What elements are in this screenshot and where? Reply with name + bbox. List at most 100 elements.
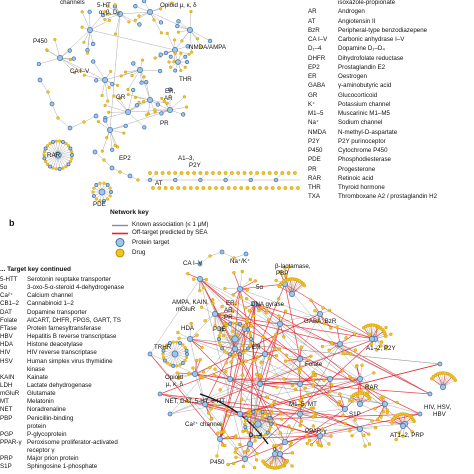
- drug-node: [66, 144, 71, 148]
- protein-node: [161, 348, 166, 353]
- drug-node: [249, 323, 253, 328]
- drug-node: [344, 336, 348, 340]
- drug-node: [348, 429, 352, 433]
- protein-node: [297, 356, 303, 362]
- drug-node: [172, 60, 176, 64]
- label-pr-a: PR: [160, 120, 169, 127]
- drug-node: [267, 171, 272, 175]
- protein-node: [158, 52, 163, 57]
- protein-node: [185, 44, 190, 49]
- offtarget-edge: [214, 313, 346, 410]
- drug-node: [68, 58, 72, 62]
- drug-node: [226, 462, 230, 467]
- label-mglur: mGluR: [176, 306, 196, 313]
- drug-node: [280, 171, 285, 175]
- drug-node: [56, 116, 60, 120]
- drug-node: [348, 398, 352, 403]
- key-abbreviation: EP2: [308, 63, 320, 71]
- drug-node: [412, 419, 416, 424]
- drug-node: [243, 306, 247, 310]
- drug-node: [151, 186, 155, 190]
- protein-node: [282, 439, 288, 445]
- protein-node: [219, 249, 225, 255]
- drug-node: [258, 409, 262, 413]
- drug-node: [162, 99, 166, 103]
- drug-node: [70, 150, 74, 154]
- key-abbreviation: P2Y: [308, 137, 320, 145]
- offtarget-edge: [239, 378, 361, 415]
- known-edge: [39, 79, 49, 93]
- drug-node: [299, 345, 303, 349]
- network-key-protein: Protein target: [132, 238, 170, 246]
- drug-node: [70, 156, 74, 160]
- drug-node: [108, 194, 112, 198]
- drug-node: [249, 411, 253, 415]
- drug-node: [372, 371, 376, 375]
- drug-node: [200, 45, 204, 49]
- drug-node: [274, 171, 278, 175]
- drug-node: [98, 199, 102, 203]
- drug-node: [140, 58, 145, 62]
- protein-node: [144, 80, 149, 85]
- drug-node: [264, 186, 269, 190]
- offtarget-edge: [199, 278, 346, 410]
- known-edge: [189, 29, 211, 42]
- key-abbreviation: AR: [308, 8, 317, 16]
- drug-node: [58, 139, 62, 143]
- drug-node: [327, 348, 331, 352]
- protein-node: [357, 401, 363, 407]
- drug-node: [253, 358, 257, 362]
- drug-node: [201, 370, 206, 374]
- drug-node: [116, 83, 120, 87]
- drug-node: [107, 110, 111, 114]
- protein-node: [327, 376, 333, 382]
- known-edge: [115, 13, 121, 35]
- protein-node: [228, 321, 233, 326]
- drug-node: [220, 312, 224, 316]
- drug-node: [176, 376, 181, 380]
- drug-node: [118, 170, 122, 174]
- label-er-a: ER,: [165, 88, 176, 95]
- key-abbreviation: K⁺: [308, 100, 316, 108]
- protein-target-swatch: [115, 238, 125, 247]
- label-nak: Na⁺/K⁺: [230, 258, 251, 265]
- protein-node: [297, 381, 303, 387]
- drug-node: [233, 186, 237, 190]
- drug-node: [241, 351, 245, 355]
- drug-node: [244, 349, 248, 353]
- protein-node: [231, 335, 239, 343]
- drug-node: [326, 392, 330, 397]
- drug-node: [45, 144, 50, 148]
- drug-node: [107, 85, 111, 90]
- drug-node: [137, 14, 141, 18]
- drug-node: [230, 309, 235, 314]
- drug-node: [100, 93, 104, 98]
- protein-node: [245, 346, 250, 351]
- known-edge: [284, 343, 341, 443]
- protein-node: [244, 416, 249, 420]
- offtarget-edge: [259, 378, 331, 385]
- offtarget-edge: [194, 373, 231, 380]
- drug-node: [54, 167, 58, 171]
- drug-node: [199, 305, 204, 309]
- protein-node: [36, 61, 42, 67]
- known-edge: [199, 278, 246, 460]
- label-er-b2: ER: [252, 344, 261, 351]
- protein-node: [382, 401, 388, 407]
- drug-node: [211, 171, 215, 175]
- drug-node: [202, 286, 206, 290]
- drug-node: [176, 186, 181, 190]
- key-description: Androgen: [338, 8, 365, 16]
- key-description: Penicillin-binding: [27, 414, 74, 422]
- drug-node: [269, 460, 273, 465]
- drug-node: [109, 69, 113, 73]
- drug-node: [64, 141, 68, 146]
- offtarget-edge: [159, 353, 266, 395]
- key-abbreviation: DAT: [0, 308, 12, 316]
- drug-node: [231, 293, 235, 297]
- known-edge: [109, 13, 121, 131]
- protein-node: [228, 352, 233, 357]
- drug-node: [290, 451, 295, 455]
- drug-node: [306, 392, 310, 396]
- known-edge: [359, 428, 366, 447]
